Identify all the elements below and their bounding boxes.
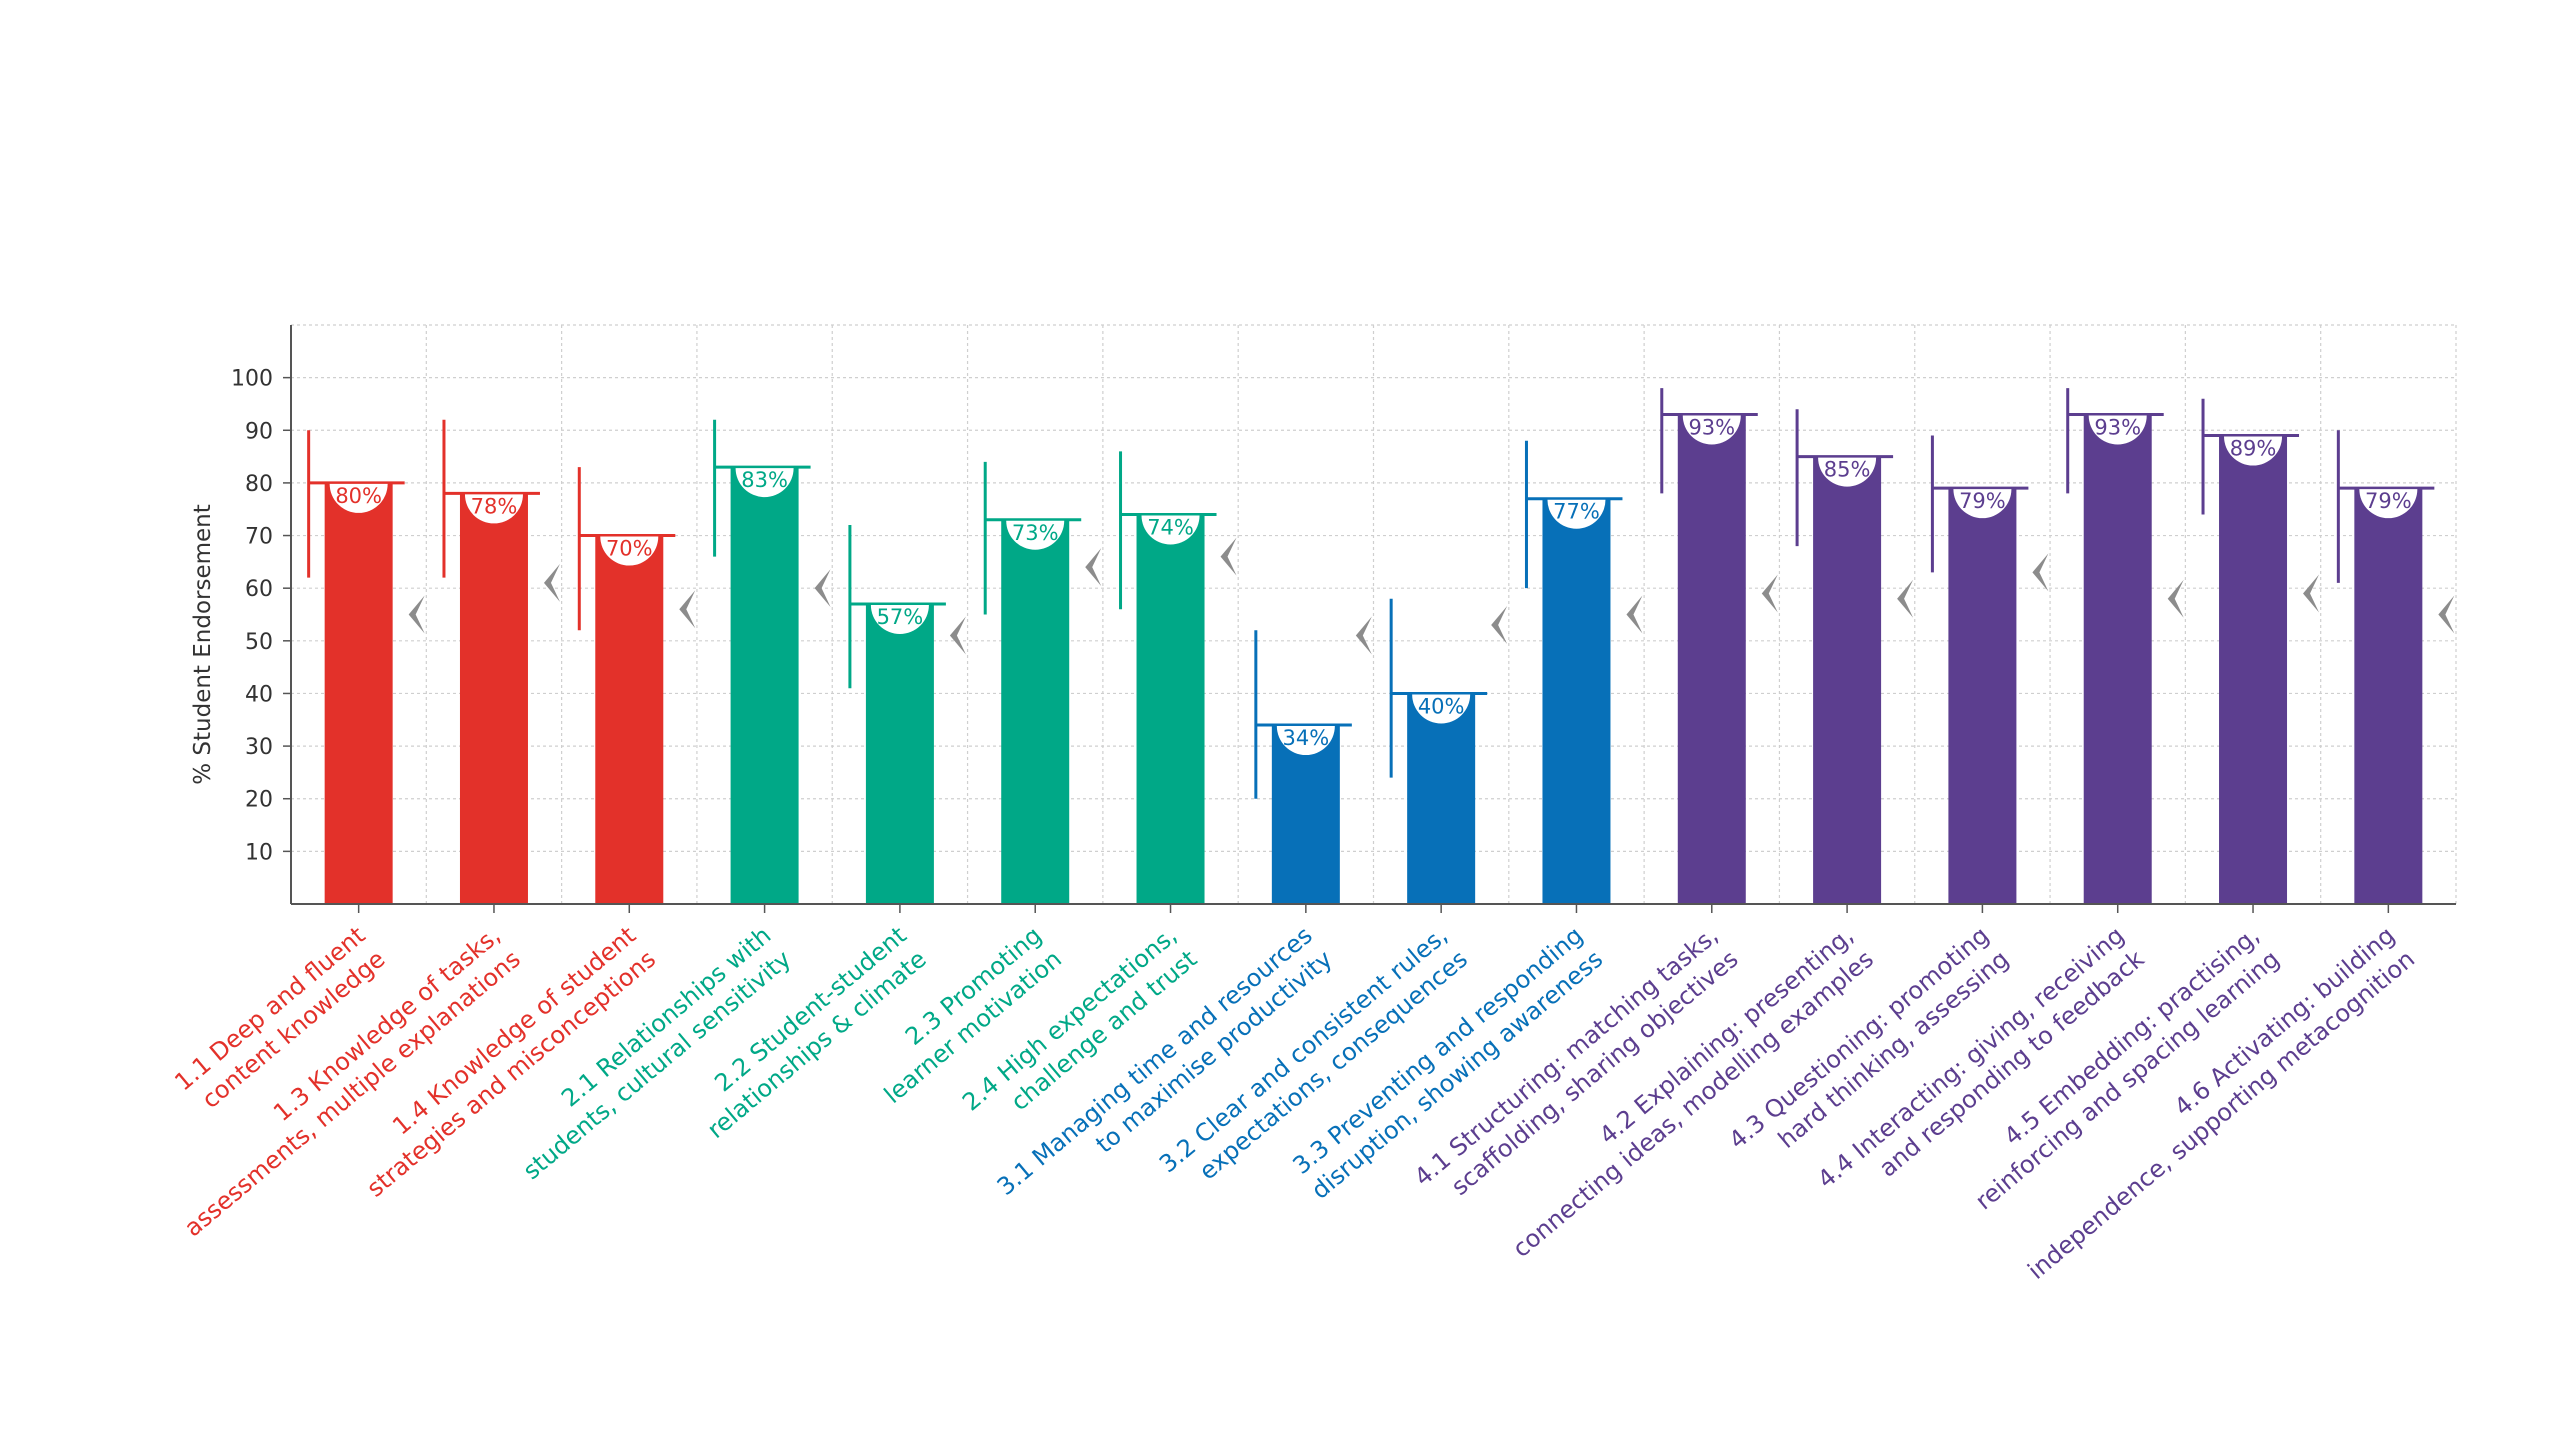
- bar: [2083, 414, 2152, 904]
- comparison-marker: [949, 616, 966, 655]
- comparison-marker: [1897, 579, 1914, 618]
- bar: [595, 535, 664, 904]
- y-tick-label: 40: [245, 682, 273, 707]
- comparison-marker: [408, 595, 425, 634]
- bar: [730, 467, 799, 904]
- bar: [1407, 693, 1476, 904]
- comparison-marker: [2438, 595, 2455, 634]
- value-label: 70%: [606, 537, 653, 561]
- bar: [1542, 498, 1611, 904]
- value-badge: [600, 536, 659, 566]
- value-label: 57%: [877, 605, 924, 629]
- value-label: 79%: [2365, 489, 2412, 513]
- value-badge: [1006, 520, 1065, 550]
- comparison-marker: [814, 569, 831, 608]
- value-badge: [735, 468, 794, 498]
- comparison-marker: [2303, 574, 2320, 613]
- value-badge: [2224, 436, 2283, 466]
- value-badge: [2359, 489, 2418, 519]
- bar: [324, 482, 393, 904]
- value-label: 93%: [2094, 415, 2141, 439]
- value-label: 93%: [1688, 415, 1735, 439]
- bar: [1001, 519, 1070, 904]
- value-label: 79%: [1959, 489, 2006, 513]
- y-tick-label: 20: [245, 788, 273, 813]
- value-label: 73%: [1012, 521, 1059, 545]
- comparison-marker: [1085, 548, 1102, 587]
- value-badge: [329, 483, 388, 513]
- grid-layer: [290, 324, 2457, 904]
- y-tick-label: 50: [245, 630, 273, 655]
- bar: [459, 493, 528, 904]
- value-label: 85%: [1824, 458, 1871, 482]
- value-badge: [1141, 515, 1200, 545]
- value-badge: [1276, 726, 1335, 756]
- comparison-marker: [2032, 553, 2049, 592]
- value-badge: [1953, 489, 2012, 519]
- bar: [2219, 435, 2288, 904]
- y-tick-label: 80: [245, 472, 273, 497]
- value-label: 40%: [1418, 694, 1465, 718]
- value-label: 78%: [471, 494, 518, 518]
- value-badge: [1547, 499, 1606, 529]
- comparison-marker: [1626, 595, 1643, 634]
- y-tick-label: 90: [245, 419, 273, 444]
- value-label: 34%: [1283, 726, 1330, 750]
- bar-layer: 80% 78% 70% 83% 57% 73% 74% 34% 40% 77% 93% 85% 79% 9…: [307, 388, 2455, 904]
- value-badge: [1682, 415, 1741, 445]
- bar: [2354, 488, 2423, 904]
- value-label: 80%: [335, 484, 382, 508]
- y-tick-label: 70: [245, 525, 273, 550]
- value-badge: [2088, 415, 2147, 445]
- value-label: 74%: [1147, 515, 1194, 539]
- bar: [1948, 488, 2017, 904]
- bar: [1136, 514, 1205, 904]
- bar: [1813, 456, 1882, 904]
- comparison-marker: [2167, 579, 2184, 618]
- comparison-marker: [1491, 606, 1508, 645]
- comparison-marker: [1220, 537, 1237, 576]
- comparison-marker: [543, 563, 560, 602]
- value-badge: [1412, 694, 1471, 724]
- value-badge: [1818, 457, 1877, 487]
- y-tick-label: 10: [245, 840, 273, 865]
- y-axis-label: % Student Endorsement: [190, 504, 216, 785]
- comparison-marker: [1761, 574, 1778, 613]
- y-tick-label: 100: [231, 367, 273, 392]
- value-label: 89%: [2230, 437, 2277, 461]
- y-tick-label: 60: [245, 577, 273, 602]
- comparison-marker: [679, 590, 696, 629]
- comparison-marker: [1355, 616, 1372, 655]
- bar: [865, 603, 934, 904]
- value-label: 83%: [741, 468, 788, 492]
- value-badge: [464, 494, 523, 524]
- bar: [1677, 414, 1746, 904]
- value-badge: [870, 604, 929, 634]
- value-label: 77%: [1553, 500, 1600, 524]
- y-tick-label: 30: [245, 735, 273, 760]
